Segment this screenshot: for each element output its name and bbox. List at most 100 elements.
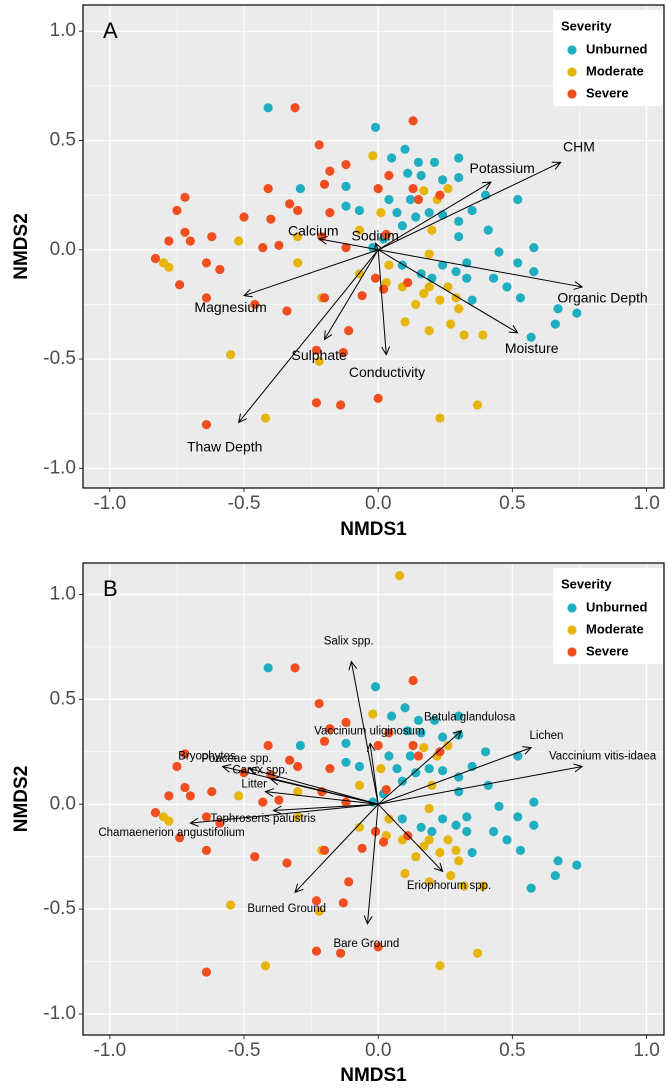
point (341, 738, 351, 749)
point (373, 740, 383, 751)
point (435, 747, 445, 757)
legend-swatch (567, 89, 577, 99)
point (403, 277, 413, 288)
vector-arrow (377, 249, 518, 333)
y-tick-label: -1.0 (43, 457, 76, 478)
point (234, 236, 244, 246)
vector-arrow (351, 662, 379, 805)
point (201, 845, 212, 855)
point (424, 877, 434, 887)
point (384, 260, 394, 270)
point (164, 791, 174, 801)
point (451, 293, 461, 303)
point (408, 116, 418, 126)
y-tick-label: 1.0 (50, 20, 76, 41)
y-tick-label: 1.0 (50, 583, 76, 604)
point (293, 761, 303, 772)
point (175, 833, 185, 843)
vector-arrow (377, 803, 442, 871)
vector-arrow (377, 249, 386, 355)
vector-label: Magnesium (194, 299, 266, 315)
vector-label: CHM (563, 138, 595, 154)
point (451, 267, 461, 277)
legend-title: Severity (561, 576, 612, 591)
point (215, 264, 225, 275)
point (354, 780, 365, 790)
vector-arrow (377, 182, 491, 251)
point (462, 826, 472, 837)
point (405, 194, 415, 205)
point (185, 236, 195, 246)
point (381, 229, 391, 240)
vector-arrow (274, 803, 379, 810)
point (462, 812, 472, 822)
point (454, 173, 464, 183)
point (263, 663, 273, 673)
point (180, 749, 190, 759)
point (370, 122, 381, 132)
point (341, 717, 351, 728)
point (513, 258, 523, 268)
point (225, 900, 236, 910)
vector-label: Sodium (352, 227, 399, 243)
vector-label: Vaccinium vitis-idaea (549, 751, 657, 763)
point (483, 780, 493, 790)
point (341, 242, 351, 253)
legend-swatch (567, 67, 577, 77)
point (454, 772, 464, 782)
point (325, 208, 335, 218)
point (311, 398, 322, 408)
point (416, 822, 426, 832)
point (368, 709, 378, 719)
x-tick-label: -1.0 (93, 1040, 126, 1061)
point (175, 280, 185, 290)
vector-label: Moisture (505, 340, 559, 356)
point (553, 304, 563, 314)
point (239, 212, 249, 222)
point (513, 194, 523, 205)
point (285, 755, 295, 765)
point (392, 208, 402, 218)
vector-label: Betula glandulosa (424, 712, 516, 724)
point (529, 820, 539, 830)
x-tick-label: 0.0 (365, 493, 391, 514)
y-tick-label: 0.0 (50, 239, 76, 260)
point (443, 740, 453, 751)
vector-arrow (239, 249, 379, 423)
point (336, 948, 346, 958)
point (338, 347, 348, 358)
point (290, 103, 300, 113)
point (467, 847, 477, 858)
point (180, 782, 190, 793)
vector-arrow (376, 243, 379, 250)
point (403, 726, 413, 736)
point (314, 698, 324, 709)
point (438, 766, 448, 776)
point (285, 199, 295, 209)
point (553, 856, 563, 866)
point (488, 826, 499, 837)
legend-label: Severe (586, 85, 629, 100)
point (427, 826, 437, 837)
point (419, 186, 429, 196)
vector-label: Vaccinium uliginosum (314, 725, 424, 737)
point (459, 330, 469, 340)
point (424, 326, 434, 336)
point (311, 345, 322, 355)
point (185, 791, 195, 801)
point (378, 837, 389, 847)
y-axis-title: NMDS2 (11, 766, 32, 833)
point (526, 332, 536, 342)
point (293, 205, 303, 216)
point (515, 845, 526, 855)
point (263, 103, 273, 113)
point (494, 801, 504, 811)
legend-label: Unburned (586, 599, 647, 614)
point (483, 225, 493, 235)
point (325, 166, 335, 176)
vector-arrow (265, 792, 379, 805)
point (260, 961, 271, 971)
point (424, 763, 434, 774)
point (290, 663, 300, 673)
point (472, 948, 483, 958)
